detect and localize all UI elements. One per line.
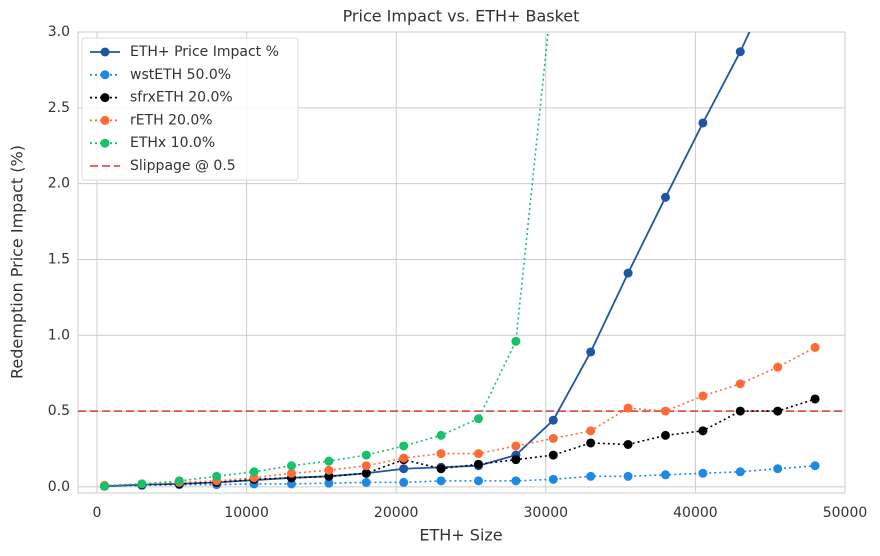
data-point [660,470,670,480]
x-tick-label: 20000 [374,505,419,521]
y-axis-label: Redemption Price Impact (%) [8,145,27,379]
data-point [399,453,409,463]
data-point [586,347,596,357]
data-point [399,441,409,451]
data-point [361,461,371,471]
data-point [473,476,483,486]
series-line [104,464,816,487]
legend-marker [100,93,110,103]
data-point [586,471,596,481]
data-point [623,471,633,481]
data-point [286,468,296,478]
data-point [511,441,521,451]
legend-box [81,37,299,181]
data-point [436,449,446,459]
data-point [511,476,521,486]
data-point [324,465,334,475]
data-point [361,477,371,487]
chart-title: Price Impact vs. ETH+ Basket [343,7,580,26]
plot [78,32,845,491]
data-point [361,468,371,478]
data-point [399,464,409,474]
data-point [623,439,633,449]
data-point [698,468,708,478]
data-point [249,467,259,477]
data-point [286,461,296,471]
data-point [548,415,558,425]
series-line [104,346,816,487]
y-tick-label: 1.0 [48,327,70,343]
data-point [361,450,371,460]
data-point [660,192,670,202]
legend: ETH+ Price Impact % wstETH 50.0% sfrxETH 2… [81,37,299,181]
x-tick-label: 50000 [823,505,868,521]
data-point [548,433,558,443]
data-point [99,481,109,491]
data-point [436,430,446,440]
data-point [773,362,783,372]
data-point [399,477,409,487]
data-point [586,426,596,436]
data-point [324,456,334,466]
data-point [810,461,820,471]
data-point [660,430,670,440]
x-axis-label: ETH+ Size [419,526,502,545]
data-point [698,391,708,401]
data-point [473,414,483,424]
data-point [548,450,558,460]
data-point [473,459,483,469]
data-point [623,403,633,413]
data-point [810,342,820,352]
y-tick-label: 3.0 [48,24,70,40]
legend-label: sfrxETH 20.0% [130,90,233,106]
data-point [773,406,783,416]
data-point [511,336,521,346]
y-tick-label: 0.0 [48,479,70,495]
series-line [104,32,751,488]
data-point [623,268,633,278]
legend-label: rETH 20.0% [130,112,213,128]
data-point [735,467,745,477]
y-tick-label: 2.0 [48,176,70,192]
data-point [773,464,783,474]
legend-label: ETH+ Price Impact % [130,44,279,60]
data-point [735,47,745,57]
y-tick-label: 0.5 [48,403,70,419]
legend-label: Slippage @ 0.5 [130,158,236,174]
data-point [698,118,708,128]
y-tick-label: 1.5 [48,251,70,267]
x-tick-label: 30000 [524,505,569,521]
data-point [735,406,745,416]
data-point [810,394,820,404]
legend-marker [100,70,110,80]
data-point [137,479,147,489]
data-point [698,426,708,436]
data-point [436,464,446,474]
legend-marker [100,47,110,57]
data-point [436,476,446,486]
data-point [586,438,596,448]
data-point [548,474,558,484]
legend-label: wstETH 50.0% [130,67,231,83]
data-point [735,379,745,389]
x-tick-label: 40000 [673,505,718,521]
legend-marker [100,138,110,148]
data-point [174,476,184,486]
y-tick-label: 2.5 [48,100,70,116]
x-tick-label: 10000 [224,505,269,521]
data-point [212,471,222,481]
data-point [324,478,334,488]
series-line [104,398,816,487]
x-tick-label: 0 [93,505,102,521]
legend-label: ETHx 10.0% [130,135,215,151]
data-point [473,449,483,459]
legend-marker [100,115,110,125]
data-point [511,455,521,465]
data-point [660,406,670,416]
